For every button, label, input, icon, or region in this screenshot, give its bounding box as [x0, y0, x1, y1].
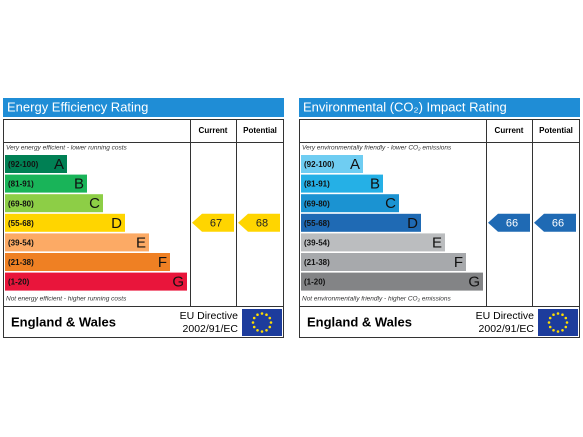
eu-star [552, 313, 555, 317]
band-letter: D [111, 215, 122, 232]
band-range: (69-80) [8, 199, 34, 208]
potential-arrow [534, 213, 576, 232]
rating-panel: Energy Efficiency Rating Current Potential… [3, 98, 284, 338]
eu-star [260, 330, 264, 333]
eu-star [256, 313, 259, 317]
eu-star [561, 328, 564, 332]
band-bar [301, 253, 466, 271]
band-letter: E [136, 234, 146, 251]
band-letter: F [158, 254, 167, 271]
band-bar [301, 233, 445, 252]
band-letter: G [468, 274, 480, 291]
directive-line-2: 2002/91/EC [183, 323, 239, 335]
band-bar [5, 194, 103, 213]
band-range: (21-38) [8, 258, 34, 267]
table-frame [299, 119, 580, 338]
bottom-note: Not energy efficient - higher running co… [6, 296, 127, 303]
band-bar [301, 213, 421, 232]
directive-line-1: EU Directive [180, 310, 239, 322]
band-letter: E [432, 234, 442, 251]
eu-star [251, 321, 255, 324]
band-range: (39-54) [304, 239, 330, 248]
header-potential: Potential [243, 126, 277, 135]
table-frame [3, 119, 284, 338]
eu-star [556, 330, 560, 333]
band-range: (92-100) [304, 160, 335, 169]
eu-star [256, 328, 259, 332]
band-letter: G [172, 274, 184, 291]
top-note: Very energy efficient - lower running co… [6, 145, 128, 152]
band-letter: C [385, 195, 396, 212]
band-bar [5, 155, 67, 173]
eu-star [268, 316, 272, 320]
band-range: (39-54) [8, 239, 34, 248]
eu-star [268, 325, 272, 329]
eu-star [547, 321, 551, 324]
header-current: Current [495, 126, 524, 135]
band-letter: A [54, 156, 64, 173]
region: England & Wales [307, 314, 412, 329]
band-bar [5, 253, 170, 271]
current-arrow [488, 213, 530, 232]
potential-value: 66 [552, 218, 564, 230]
band-bar [301, 272, 483, 291]
eu-star [561, 313, 564, 317]
band-range: (21-38) [304, 258, 330, 267]
directive-line-2: 2002/91/EC [479, 323, 535, 335]
band-range: (55-68) [8, 219, 34, 228]
band-range: (55-68) [304, 219, 330, 228]
band-bar [5, 233, 149, 252]
current-arrow [192, 213, 234, 232]
band-range: (1-20) [304, 278, 326, 287]
eu-star [564, 316, 568, 320]
band-letter: D [407, 215, 418, 232]
eu-star [265, 313, 268, 317]
title-bar [299, 98, 580, 117]
band-bar [301, 155, 363, 173]
rating-panel: Environmental (CO₂) Impact Rating Current… [299, 98, 580, 338]
eu-star [269, 321, 273, 324]
band-bar [5, 272, 187, 291]
band-letter: F [454, 254, 463, 271]
panel-title: Environmental (CO₂) Impact Rating [303, 99, 507, 114]
band-letter: B [74, 176, 84, 193]
band-bar [301, 194, 399, 213]
band-bar [5, 213, 125, 232]
band-bar [301, 174, 383, 193]
current-value: 67 [210, 218, 222, 230]
eu-star [548, 316, 552, 320]
eu-star [552, 328, 555, 332]
header-potential: Potential [539, 126, 573, 135]
header-current: Current [199, 126, 228, 135]
eu-star [564, 325, 568, 329]
band-letter: B [370, 176, 380, 193]
band-bar [5, 174, 87, 193]
bottom-note: Not environmentally friendly - higher CO… [302, 296, 452, 303]
region: England & Wales [11, 314, 116, 329]
eu-star [252, 325, 256, 329]
band-range: (81-91) [8, 180, 34, 189]
band-range: (92-100) [8, 160, 39, 169]
band-letter: A [350, 156, 360, 173]
eu-star [565, 321, 569, 324]
title-bar [3, 98, 284, 117]
band-range: (81-91) [304, 180, 330, 189]
eu-star [260, 312, 264, 315]
potential-value: 68 [256, 218, 268, 230]
eu-star [252, 316, 256, 320]
band-range: (69-80) [304, 199, 330, 208]
eu-star [265, 328, 268, 332]
band-range: (1-20) [8, 278, 30, 287]
potential-arrow [238, 213, 280, 232]
band-letter: C [89, 195, 100, 212]
directive-line-1: EU Directive [476, 310, 535, 322]
top-note: Very environmentally friendly - lower CO… [302, 145, 452, 152]
panel-title: Energy Efficiency Rating [7, 99, 148, 114]
current-value: 66 [506, 218, 518, 230]
eu-star [548, 325, 552, 329]
eu-star [556, 312, 560, 315]
